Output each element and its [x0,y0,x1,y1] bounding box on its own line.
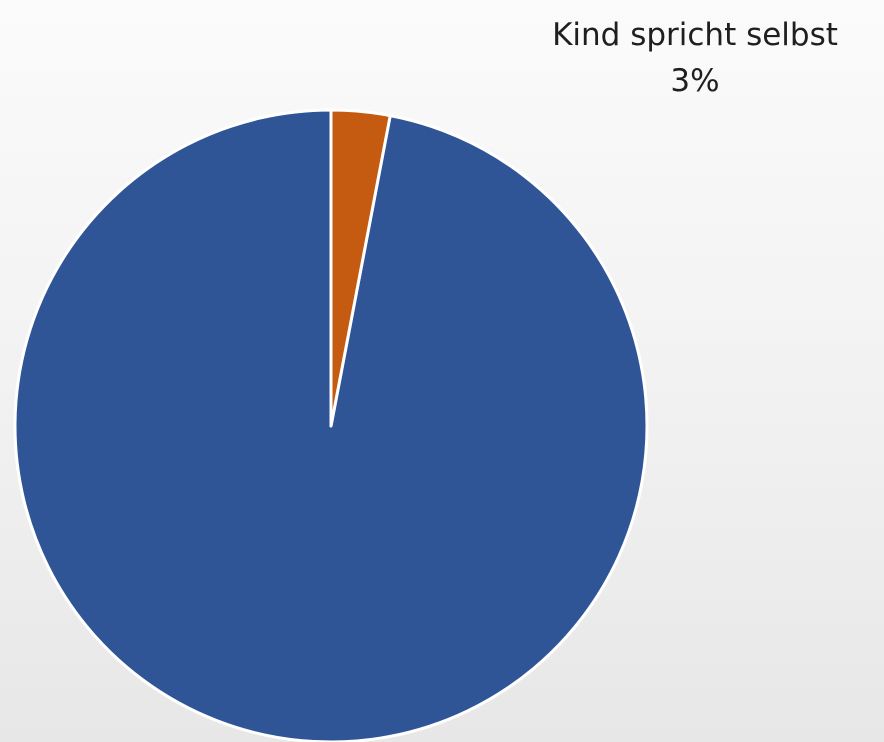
slice-label-kind-spricht-selbst: Kind spricht selbst [552,17,838,53]
slice-value-label-kind-spricht-selbst: 3% [670,63,719,99]
pie-slices [13,108,649,742]
pie-slice-2 [329,108,392,428]
